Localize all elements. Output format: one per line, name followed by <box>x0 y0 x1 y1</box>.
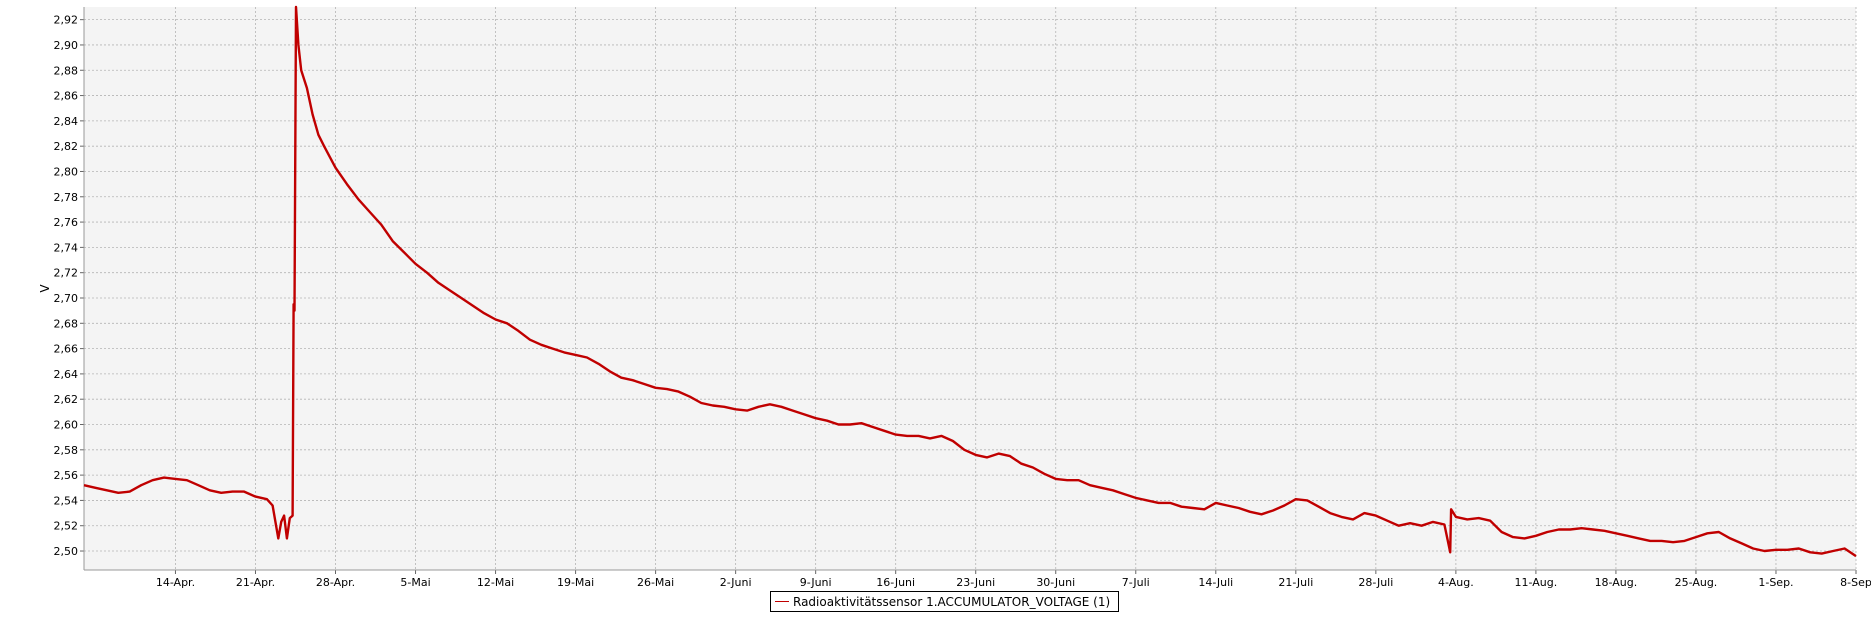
x-tick-label: 30-Juni <box>1036 576 1075 589</box>
y-tick-label: 2,82 <box>54 140 79 153</box>
series-layer <box>83 5 1857 558</box>
x-tick-label: 1-Sep. <box>1758 576 1793 589</box>
y-tick-label: 2,78 <box>54 191 79 204</box>
x-tick-label: 21-Juli <box>1278 576 1313 589</box>
y-tick-label: 2,84 <box>54 115 79 128</box>
y-tick-label: 2,74 <box>54 241 79 254</box>
x-tick-label: 26-Mai <box>637 576 674 589</box>
x-tick-label: 9-Juni <box>800 576 832 589</box>
y-tick-label: 2,72 <box>54 267 79 280</box>
y-tick-label: 2,52 <box>54 520 79 533</box>
y-tick-label: 2,80 <box>54 165 79 178</box>
x-tick-label: 12-Mai <box>477 576 514 589</box>
y-tick-label: 2,92 <box>54 14 79 27</box>
y-tick-label: 2,60 <box>54 419 79 432</box>
y-tick-label: 2,58 <box>54 444 79 457</box>
y-tick-label: 2,70 <box>54 292 79 305</box>
legend-swatch <box>775 601 789 602</box>
x-tick-label: 25-Aug. <box>1675 576 1718 589</box>
x-tick-label: 28-Juli <box>1358 576 1393 589</box>
grid <box>84 7 1857 570</box>
y-tick-label: 2,88 <box>54 64 79 77</box>
x-tick-label: 5-Mai <box>400 576 430 589</box>
series-line <box>83 5 1857 558</box>
y-tick-label: 2,50 <box>54 545 79 558</box>
y-tick-label: 2,66 <box>54 343 79 356</box>
y-tick-label: 2,76 <box>54 216 79 229</box>
x-tick-label: 21-Apr. <box>236 576 275 589</box>
y-tick-label: 2,62 <box>54 393 79 406</box>
y-tick-label: 2,54 <box>54 494 79 507</box>
x-tick-label: 4-Aug. <box>1438 576 1474 589</box>
y-tick-label: 2,64 <box>54 368 79 381</box>
x-tick-label: 23-Juni <box>956 576 995 589</box>
x-tick-label: 14-Juli <box>1198 576 1233 589</box>
y-tick-label: 2,90 <box>54 39 79 52</box>
y-axis-label: V <box>38 284 52 293</box>
x-tick-label: 7-Juli <box>1122 576 1150 589</box>
x-tick-label: 19-Mai <box>557 576 594 589</box>
axes: 2,50 2,52 2,54 2,56 2,58 2,60 2,62 2,64 2,66 2,68… <box>54 7 1871 589</box>
legend[interactable]: Radioaktivitätssensor 1.ACCUMULATOR_VOLT… <box>770 591 1120 612</box>
x-tick-label: 11-Aug. <box>1515 576 1558 589</box>
y-tick-label: 2,56 <box>54 469 79 482</box>
legend-label: Radioaktivitätssensor 1.ACCUMULATOR_VOLT… <box>793 594 1111 609</box>
y-tick-label: 2,86 <box>54 90 79 103</box>
x-tick-label: 18-Aug. <box>1595 576 1638 589</box>
x-tick-label: 16-Juni <box>876 576 915 589</box>
x-tick-label: 8-Sep <box>1840 576 1871 589</box>
y-tick-label: 2,68 <box>54 317 79 330</box>
plot-area <box>84 7 1856 570</box>
x-tick-label: 2-Juni <box>720 576 752 589</box>
x-tick-label: 14-Apr. <box>156 576 195 589</box>
x-tick-label: 28-Apr. <box>316 576 355 589</box>
